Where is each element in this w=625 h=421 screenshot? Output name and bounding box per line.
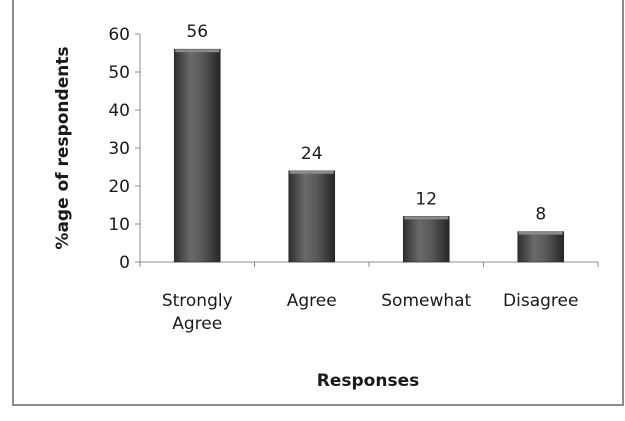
- category-label: Somewhat: [381, 291, 471, 311]
- bar-cap: [404, 216, 449, 220]
- bar-cap: [175, 49, 220, 53]
- y-tick-label: 60: [108, 25, 130, 45]
- category-label: Agree: [172, 314, 222, 334]
- bar-cap: [289, 170, 334, 174]
- category-label: Disagree: [503, 291, 578, 311]
- x-axis-title: Responses: [317, 371, 419, 391]
- y-tick-label: 40: [108, 101, 130, 121]
- data-label: 24: [301, 144, 323, 164]
- category-label: Strongly: [162, 291, 233, 311]
- y-tick-label: 50: [108, 63, 130, 83]
- y-tick-label: 20: [108, 177, 130, 197]
- data-label: 56: [186, 22, 208, 42]
- category-label: Agree: [287, 291, 337, 311]
- y-tick-label: 0: [119, 253, 130, 273]
- y-tick-label: 30: [108, 139, 130, 159]
- data-label: 8: [535, 205, 546, 225]
- data-label: 12: [415, 189, 437, 209]
- bar: [517, 231, 565, 263]
- y-tick-label: 10: [108, 215, 130, 235]
- bar: [402, 216, 450, 263]
- y-axis-title: %age of respondents: [53, 46, 73, 249]
- bar-cap: [518, 231, 563, 235]
- bar: [173, 48, 221, 263]
- bar: [288, 170, 336, 263]
